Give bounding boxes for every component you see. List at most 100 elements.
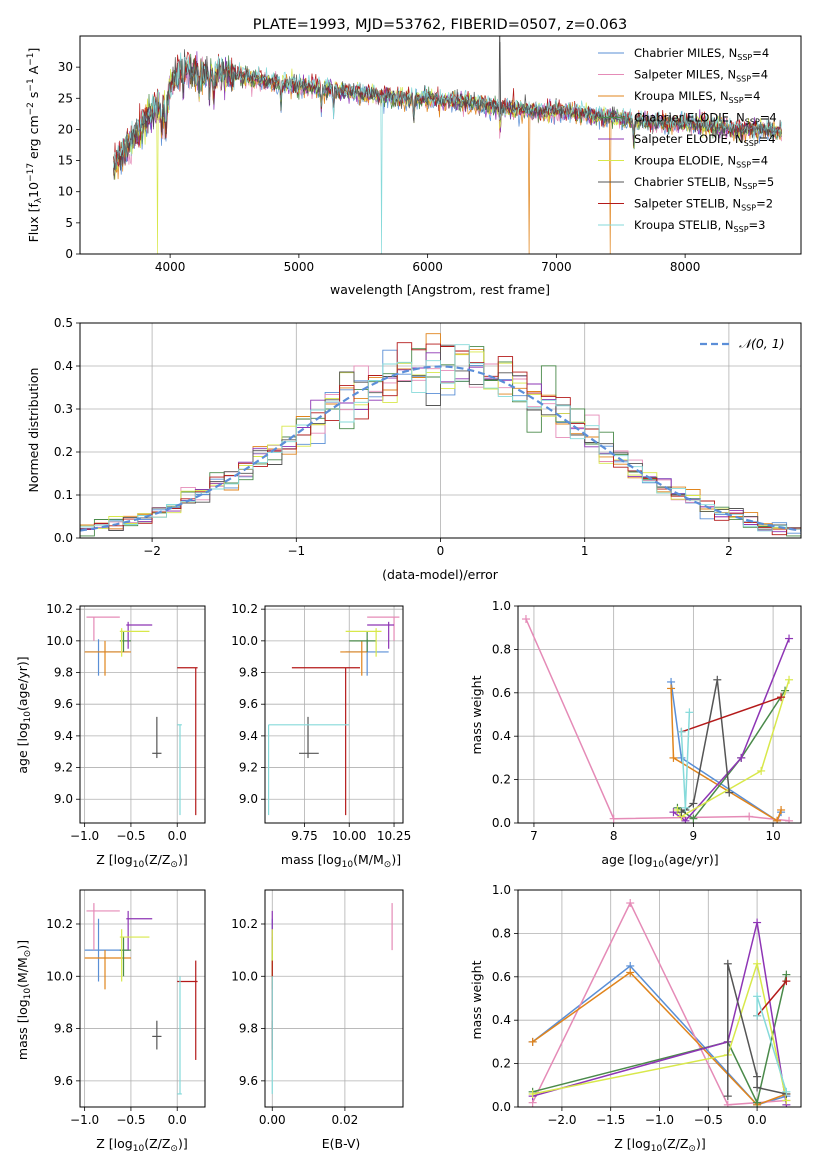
y-tick-label: 9.2 (239, 761, 258, 775)
weight-line-kroupa_miles (670, 688, 782, 822)
y-axis-label-age-z-part: 10 (23, 711, 33, 723)
legend-label-sub: SSP (741, 204, 756, 213)
legend-label-tail: =4 (760, 111, 777, 125)
y-tick-label: 30 (58, 60, 73, 74)
x-tick-label: 0.00 (259, 1113, 286, 1127)
x-axis-label-spectrum: wavelength [Angstrom, rest frame] (330, 282, 550, 297)
y-axis-label-mw-age: mass weight (469, 675, 484, 754)
x-axis-label-age-mass-part: )] (391, 852, 401, 867)
x-axis-label-age-mass-part: 10 (342, 860, 354, 870)
y-axis-label-mass-z-part: )] (15, 940, 30, 950)
weight-line-kroupa_elodie (676, 679, 790, 818)
y-tick-label: 15 (58, 154, 73, 168)
spectrum-data-line (113, 41, 782, 171)
legend-label: Salpeter ELODIE, NSSP=4 (634, 132, 776, 148)
plot-area-age_vs_mass (267, 616, 400, 816)
y-tick-label: 10.0 (46, 969, 73, 983)
y-tick-label: 9.6 (54, 1074, 73, 1088)
x-tick-label: −0.5 (116, 1113, 145, 1127)
plot-area-mass_vs_ebv (271, 903, 393, 1094)
y-tick-label: 9.8 (54, 666, 73, 680)
weight-line-salpeter_stelib (681, 696, 782, 733)
y-tick-label: 0.2 (492, 1057, 511, 1071)
legend-label-tail: =4 (759, 132, 776, 146)
legend-label-main: Salpeter STELIB, N (634, 197, 741, 211)
y-tick-label: 1.0 (492, 599, 511, 613)
legend-label-main: Chabrier ELODIE, N (634, 111, 745, 125)
x-axis-label-residuals: (data-model)/error (382, 567, 499, 582)
y-axis-label-spectrum: Flux [fλ10−17 erg cm−2 s−1 A−1] (26, 48, 44, 243)
panel-age_vs_z: −1.0 −0.5 0.0 9.0 9.2 9.4 9.6 9.8 10.0 10.2 (46, 602, 206, 843)
y-tick-label: 0 (65, 247, 73, 261)
axes-frame (264, 889, 404, 1108)
x-tick-label: 10 (765, 829, 780, 843)
x-tick-label: 8 (610, 829, 618, 843)
x-tick-label: −1.0 (645, 1113, 674, 1127)
legend-label-sub: SSP (729, 96, 744, 105)
x-tick-label: 10.00 (332, 829, 366, 843)
x-axis-label-mw-z-part: 10 (651, 1144, 663, 1154)
x-tick-label: 10.25 (377, 829, 411, 843)
plot-area-mass_vs_z (84, 903, 198, 1095)
legend-label-tail: =2 (756, 197, 773, 211)
legend-label-sub: SSP (736, 75, 751, 84)
legend-label-main: Kroupa MILES, N (634, 89, 729, 103)
y-tick-label: 0.4 (492, 1013, 511, 1027)
x-axis-label-mass-z-part: 10 (133, 1144, 145, 1154)
x-axis-label-mass-z-part: (Z/Z (144, 1136, 170, 1151)
y-axis-label-spectrum-part: Flux [f (26, 203, 41, 243)
x-axis-label-mw-z-part: (Z/Z (662, 1136, 688, 1151)
y-tick-label: 0.4 (54, 359, 73, 373)
legend-label: Kroupa STELIB, NSSP=3 (634, 218, 765, 234)
x-tick-label: −0.5 (694, 1113, 723, 1127)
legend-label-tail: =4 (751, 154, 768, 168)
legend-label-sub: SSP (737, 53, 752, 62)
y-tick-label: 10.0 (46, 634, 73, 648)
y-tick-label: 0.8 (492, 642, 511, 656)
x-axis-label-mw-age-part: (age/yr)] (664, 852, 719, 867)
normal-legend-label: 𝒩(0, 1) (739, 336, 785, 351)
axes-frame (517, 605, 802, 824)
histogram-salpeter_stelib (80, 342, 801, 536)
y-tick-label: 9.8 (239, 666, 258, 680)
y-tick-label: 1.0 (492, 883, 511, 897)
y-axis-label-spectrum-part: erg cm (26, 115, 41, 163)
x-axis-label-age-mass-part: (M/M (353, 852, 384, 867)
x-tick-label: −2.0 (547, 1113, 576, 1127)
x-tick-label: 7 (530, 829, 538, 843)
panel-mass_vs_z: −1.0 −0.5 0.0 9.6 9.8 10.0 10.2 (46, 889, 206, 1127)
panel-mw_vs_z: −2.0 −1.5 −1.0 −0.5 0.0 0.0 0.2 0.4 0.6 0.8 1.0 (492, 883, 802, 1127)
x-tick-label: 0.0 (168, 829, 187, 843)
y-axis-label-mass-z-part: (M/M (15, 957, 30, 988)
y-tick-label: 0.2 (492, 773, 511, 787)
x-axis-label-mass-z-part: Z [log (96, 1136, 132, 1151)
legend-label-tail: =4 (752, 46, 769, 60)
y-tick-label: 9.8 (239, 1022, 258, 1036)
x-tick-label: 0 (437, 544, 445, 558)
x-axis-label-mw-age-part: age [log (601, 852, 652, 867)
x-axis-label-mw-age-part: 10 (653, 860, 665, 870)
y-axis-label-mw-z: mass weight (469, 960, 484, 1039)
normal-curve (80, 365, 801, 532)
y-tick-label: 9.2 (54, 761, 73, 775)
y-tick-label: 10.2 (231, 602, 258, 616)
y-tick-label: 0.0 (492, 816, 511, 830)
panel-mass_vs_ebv: 0.00 0.02 9.6 9.8 10.0 10.2 (231, 889, 404, 1127)
x-tick-label: 1 (581, 544, 589, 558)
legend-label: Chabrier MILES, NSSP=4 (634, 46, 769, 62)
x-axis-label-mass-z: Z [log10(Z/Z⊙)] (96, 1136, 187, 1154)
y-tick-label: 25 (58, 91, 73, 105)
legend-label-tail: =5 (757, 175, 774, 189)
legend-label-sub: SSP (745, 118, 760, 127)
y-tick-label: 0.0 (492, 1100, 511, 1114)
y-axis-label-mass-z-part: 10 (23, 988, 33, 1000)
x-axis-label-age-z-part: )] (178, 852, 188, 867)
x-axis-label-mw-z-part: ⊙ (688, 1144, 696, 1154)
plot-area-age_vs_z (84, 616, 198, 816)
x-axis-label-age-z-part: 10 (133, 860, 145, 870)
x-axis-label-ebv: E(B-V) (322, 1136, 361, 1151)
y-axis-label-spectrum-part: −17 (26, 163, 36, 182)
y-tick-label: 9.6 (239, 1074, 258, 1088)
y-tick-label: 9.8 (54, 1022, 73, 1036)
